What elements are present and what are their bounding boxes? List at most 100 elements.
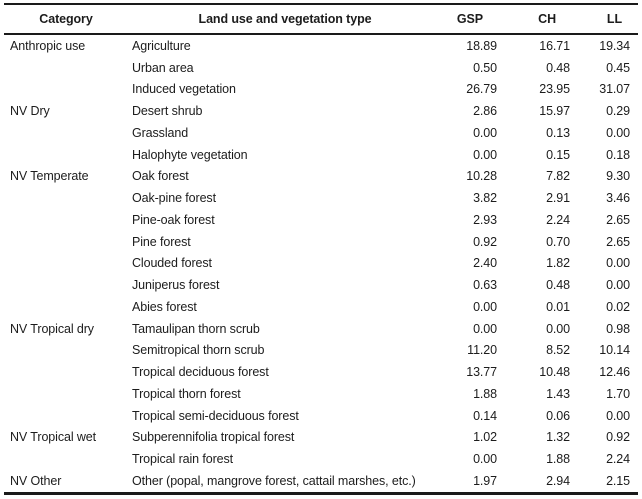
table-row: Urban area 0.50 0.48 0.45	[4, 57, 638, 79]
ll-value: 10.14	[599, 343, 630, 358]
table-body: Anthropic use Agriculture 18.89 16.71 19.34 U…	[4, 34, 638, 493]
category-cell: Anthropic use	[10, 38, 86, 53]
landuse-cell: Oak forest	[132, 169, 189, 184]
gsp-value: 0.00	[473, 125, 497, 140]
ll-value: 1.70	[606, 386, 630, 401]
gsp-value: 0.63	[473, 278, 497, 293]
category-cell	[4, 144, 128, 166]
ch-value: 2.24	[546, 212, 570, 227]
category-cell: NV Tropical wet	[10, 430, 97, 445]
table-row: Pine forest 0.92 0.70 2.65	[4, 231, 638, 253]
gsp-value: 1.88	[473, 386, 497, 401]
ll-value: 0.18	[606, 147, 630, 162]
landuse-cell: Grassland	[132, 125, 189, 140]
gsp-value: 2.93	[473, 212, 497, 227]
ll-value: 0.45	[606, 60, 630, 75]
ll-value: 2.24	[606, 452, 630, 467]
landuse-cell: Urban area	[132, 60, 194, 75]
ch-value: 15.97	[539, 104, 570, 119]
category-cell: NV Dry	[10, 104, 50, 119]
gsp-value: 0.00	[473, 147, 497, 162]
landuse-cell: Agriculture	[132, 38, 191, 53]
table-row: NV Temperate Oak forest 10.28 7.82 9.30	[4, 166, 638, 188]
landuse-cell: Desert shrub	[132, 104, 203, 119]
ll-value: 2.65	[606, 234, 630, 249]
table-row: Tropical deciduous forest 13.77 10.48 12.46	[4, 361, 638, 383]
category-cell: NV Temperate	[10, 169, 89, 184]
category-cell	[4, 79, 128, 101]
gsp-value: 0.00	[473, 321, 497, 336]
table-row: Tropical thorn forest 1.88 1.43 1.70	[4, 383, 638, 405]
ll-value: 12.46	[599, 365, 630, 380]
ch-value: 0.06	[546, 408, 570, 423]
category-cell: NV Other	[10, 473, 62, 488]
ll-value: 0.29	[606, 104, 630, 119]
ch-value: 2.91	[546, 191, 570, 206]
table-row: Tropical semi-deciduous forest 0.14 0.06 0.…	[4, 405, 638, 427]
ll-value: 31.07	[599, 82, 630, 97]
ll-value: 0.92	[606, 430, 630, 445]
col-header-gsp: GSP	[383, 4, 505, 35]
landuse-cell: Semitropical thorn scrub	[132, 343, 265, 358]
gsp-value: 18.89	[466, 38, 497, 53]
category-cell	[4, 296, 128, 318]
landuse-cell: Tamaulipan thorn scrub	[132, 321, 260, 336]
ch-value: 0.01	[546, 299, 570, 314]
gsp-value: 13.77	[466, 365, 497, 380]
landuse-cell: Juniperus forest	[132, 278, 220, 293]
gsp-value: 3.82	[473, 191, 497, 206]
landuse-cell: Tropical semi-deciduous forest	[132, 408, 299, 423]
ch-value: 1.32	[546, 430, 570, 445]
land-use-table: Category Land use and vegetation type GS…	[4, 3, 638, 495]
ch-value: 23.95	[539, 82, 570, 97]
gsp-value: 1.97	[473, 473, 497, 488]
table-row: Pine-oak forest 2.93 2.24 2.65	[4, 209, 638, 231]
gsp-value: 2.86	[473, 104, 497, 119]
table-row: Halophyte vegetation 0.00 0.15 0.18	[4, 144, 638, 166]
landuse-cell: Induced vegetation	[132, 82, 236, 97]
category-cell	[4, 361, 128, 383]
ch-value: 1.43	[546, 386, 570, 401]
ll-value: 0.98	[606, 321, 630, 336]
landuse-cell: Oak-pine forest	[132, 191, 216, 206]
table-row: Grassland 0.00 0.13 0.00	[4, 122, 638, 144]
ll-value: 19.34	[599, 38, 630, 53]
category-cell	[4, 253, 128, 275]
category-cell	[4, 231, 128, 253]
table-row: Juniperus forest 0.63 0.48 0.00	[4, 274, 638, 296]
ch-value: 2.94	[546, 473, 570, 488]
landuse-cell: Pine forest	[132, 234, 191, 249]
table-row: Semitropical thorn scrub 11.20 8.52 10.14	[4, 340, 638, 362]
gsp-value: 0.00	[473, 299, 497, 314]
ch-value: 7.82	[546, 169, 570, 184]
ch-value: 10.48	[539, 365, 570, 380]
landuse-cell: Tropical rain forest	[132, 452, 234, 467]
col-header-landuse: Land use and vegetation type	[128, 4, 383, 35]
gsp-value: 2.40	[473, 256, 497, 271]
ll-value: 9.30	[606, 169, 630, 184]
landuse-cell: Abies forest	[132, 299, 197, 314]
header-row: Category Land use and vegetation type GS…	[4, 4, 638, 35]
gsp-value: 26.79	[466, 82, 497, 97]
landuse-cell: Pine-oak forest	[132, 212, 215, 227]
ch-value: 16.71	[539, 38, 570, 53]
gsp-value: 10.28	[466, 169, 497, 184]
ch-value: 0.70	[546, 234, 570, 249]
category-cell	[4, 383, 128, 405]
gsp-value: 1.02	[473, 430, 497, 445]
ch-value: 1.82	[546, 256, 570, 271]
category-cell	[4, 405, 128, 427]
category-cell	[4, 274, 128, 296]
ll-value: 0.00	[606, 408, 630, 423]
table-row: Abies forest 0.00 0.01 0.02	[4, 296, 638, 318]
ch-value: 8.52	[546, 343, 570, 358]
ch-value: 0.15	[546, 147, 570, 162]
category-cell	[4, 122, 128, 144]
table-row: NV Tropical dry Tamaulipan thorn scrub 0.0…	[4, 318, 638, 340]
category-cell	[4, 340, 128, 362]
ll-value: 0.00	[606, 256, 630, 271]
ch-value: 0.48	[546, 60, 570, 75]
gsp-value: 0.00	[473, 452, 497, 467]
table-row: NV Tropical wet Subperennifolia tropical …	[4, 427, 638, 449]
